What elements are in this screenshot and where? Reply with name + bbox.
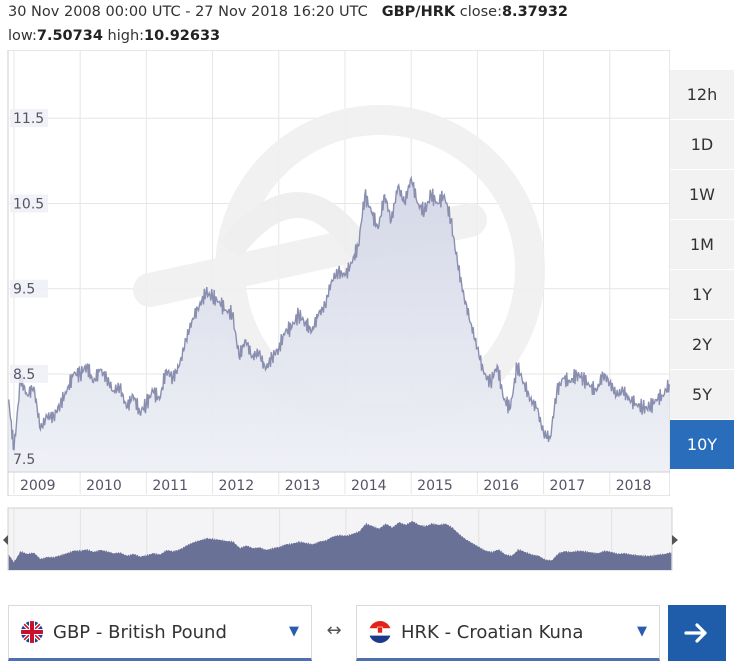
x-tick-label: 2018: [616, 478, 652, 494]
range-1w-button[interactable]: 1W: [670, 170, 734, 219]
x-tick-label: 2013: [285, 478, 321, 494]
date-range-text: 30 Nov 2008 00:00 UTC - 27 Nov 2018 16:2…: [8, 4, 368, 20]
range-1d-button[interactable]: 1D: [670, 120, 734, 169]
rate-area: [8, 177, 670, 472]
range-1m-button[interactable]: 1M: [670, 220, 734, 269]
navigator-area: [8, 521, 672, 570]
x-tick-label: 2012: [219, 478, 255, 494]
pair-name: GBP/HRK: [381, 4, 456, 20]
rate-chart[interactable]: 7.58.59.510.511.5 2009 2010 2011 2012 2013 20…: [0, 50, 670, 496]
y-tick-label: 11.5: [13, 111, 44, 127]
date-range-info: 30 Nov 2008 00:00 UTC - 27 Nov 2018 16:2…: [8, 4, 568, 20]
range-5y-button[interactable]: 5Y: [670, 370, 734, 419]
convert-button[interactable]: [668, 605, 726, 661]
from-currency-select[interactable]: GBP - British Pound ▼: [8, 605, 312, 661]
y-tick-label: 10.5: [13, 196, 44, 212]
navigator-right-handle-icon[interactable]: [672, 535, 678, 545]
chevron-down-icon: ▼: [289, 624, 299, 639]
navigator-left-handle-icon[interactable]: [3, 535, 8, 545]
y-tick-label: 9.5: [13, 282, 35, 298]
to-currency-select[interactable]: HRK - Croatian Kuna ▼: [356, 605, 660, 661]
range-2y-button[interactable]: 2Y: [670, 320, 734, 369]
range-buttons: 12h 1D 1W 1M 1Y 2Y 5Y 10Y: [670, 70, 734, 470]
y-axis: 7.5 8.5 9.5 10.5 11.5: [10, 109, 48, 469]
low-value: 7.50734: [36, 28, 103, 44]
croatia-flag-icon: [369, 621, 391, 643]
to-currency-label: HRK - Croatian Kuna: [401, 621, 584, 643]
close-value: 8.37932: [501, 4, 569, 20]
low-high-info: low:7.50734 high:10.92633: [8, 28, 220, 44]
navigator[interactable]: [0, 500, 690, 578]
x-tick-label: 2016: [483, 478, 519, 494]
swap-icon[interactable]: ↔: [326, 620, 342, 641]
range-12h-button[interactable]: 12h: [670, 70, 734, 119]
y-tick-bg: [10, 450, 48, 469]
high-label: high:: [107, 28, 145, 44]
range-10y-button[interactable]: 10Y: [670, 420, 734, 469]
uk-flag-icon: [21, 621, 43, 643]
y-tick-label: 8.5: [13, 367, 35, 383]
x-tick-label: 2010: [86, 478, 122, 494]
x-tick-label: 2009: [20, 478, 56, 494]
y-tick-bg: [10, 109, 48, 128]
x-tick-label: 2011: [152, 478, 188, 494]
range-1y-button[interactable]: 1Y: [670, 270, 734, 319]
y-tick-bg: [10, 279, 48, 298]
arrow-right-icon: [684, 623, 707, 643]
rate-line: [8, 175, 670, 454]
x-tick-label: 2014: [351, 478, 387, 494]
close-label: close:: [459, 4, 502, 20]
x-axis: 2009 2010 2011 2012 2013 2014 2015 2016 2017 2018: [20, 478, 651, 494]
low-label: low:: [8, 28, 37, 44]
high-value: 10.92633: [144, 28, 221, 44]
chevron-down-icon: ▼: [637, 624, 647, 639]
x-tick-label: 2017: [550, 478, 586, 494]
y-tick-bg: [10, 364, 48, 383]
x-tick-label: 2015: [417, 478, 453, 494]
y-tick-label: 7.5: [13, 452, 35, 468]
y-tick-bg: [10, 194, 48, 213]
from-currency-label: GBP - British Pound: [53, 621, 227, 643]
